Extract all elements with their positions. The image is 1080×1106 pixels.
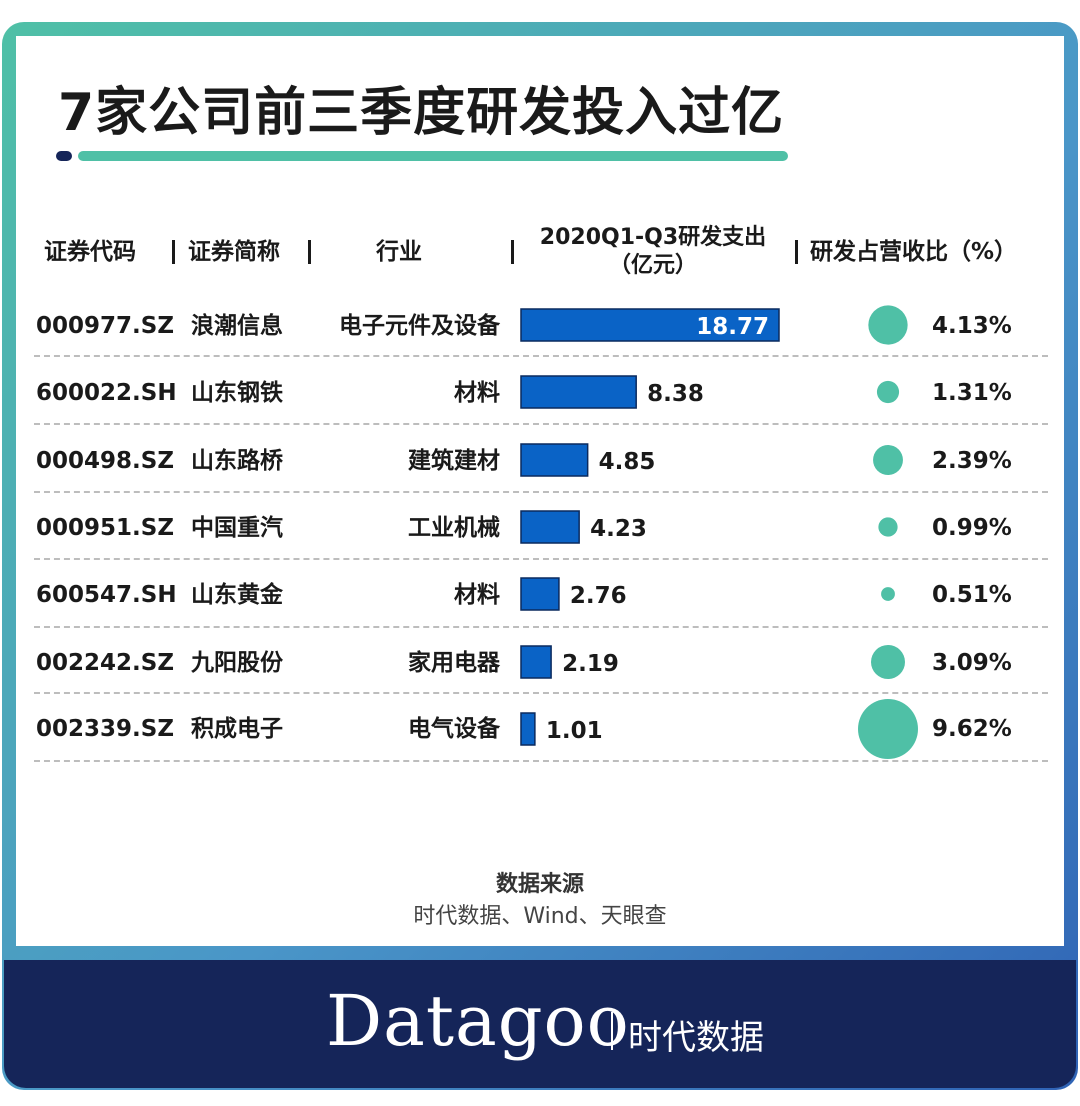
header-separator [511,240,514,264]
row-divider [34,491,1048,493]
cell-code: 600547.SH [36,582,177,608]
spend-bar [520,308,780,342]
cell-ratio: 2.39% [932,448,1012,474]
header-separator [172,240,175,264]
cell-name: 浪潮信息 [191,313,283,339]
cell-industry: 材料 [454,380,500,406]
spend-bar [520,375,637,409]
source-text: 时代数据、Wind、天眼查 [413,904,667,929]
cell-industry: 电气设备 [408,716,500,742]
spend-value-label: 2.76 [570,583,627,609]
cell-code: 000951.SZ [36,515,174,541]
cell-name: 九阳股份 [191,650,283,676]
header-ratio: 研发占营收比（%） [810,239,1018,265]
cell-name: 山东黄金 [191,582,283,608]
title-underline-bar [78,151,788,161]
cell-code: 600022.SH [36,380,177,406]
spend-value-label: 2.19 [562,651,619,677]
brand-cn: 时代数据 [628,1018,764,1058]
ratio-bubble [870,644,906,680]
cell-ratio: 0.51% [932,582,1012,608]
cell-ratio: 1.31% [932,380,1012,406]
cell-ratio: 4.13% [932,313,1012,339]
ratio-bubble [858,699,918,759]
ratio-bubble [876,380,900,404]
ratio-bubble [878,517,898,537]
cell-name: 积成电子 [191,716,283,742]
spend-bar [520,577,560,611]
cell-code: 000977.SZ [36,313,174,339]
spend-bar [520,443,589,477]
ratio-bubble [881,587,895,601]
cell-industry: 电子元件及设备 [339,313,500,339]
header-spend-line2: （亿元） [608,253,697,278]
row-divider [34,626,1048,628]
title-underline-dot [56,151,72,161]
header-separator [795,240,798,264]
row-divider [34,692,1048,694]
cell-code: 002339.SZ [36,716,174,742]
cell-name: 山东钢铁 [191,380,283,406]
cell-code: 000498.SZ [36,448,174,474]
cell-code: 002242.SZ [36,650,174,676]
header-spend: 2020Q1-Q3研发支出 （亿元） [518,224,788,280]
header-industry: 行业 [376,239,422,265]
spend-value-label: 4.23 [590,516,647,542]
spend-value-label: 1.01 [546,718,603,744]
cell-name: 中国重汽 [191,515,283,541]
header-separator [308,240,311,264]
row-divider [34,558,1048,560]
row-divider [34,355,1048,357]
brand-footer [4,960,1076,1088]
cell-industry: 家用电器 [408,650,500,676]
header-name: 证券简称 [188,239,280,265]
row-divider [34,760,1048,762]
cell-ratio: 9.62% [932,716,1012,742]
spend-bar [520,712,536,746]
ratio-bubble [873,445,903,475]
brand-logo: Datagoo [326,980,630,1062]
brand-divider [611,1012,613,1050]
row-divider [34,423,1048,425]
chart-title: 7家公司前三季度研发投入过亿 [58,83,785,143]
spend-bar [520,645,552,679]
cell-name: 山东路桥 [191,448,283,474]
cell-industry: 建筑建材 [408,448,500,474]
spend-bar [520,510,580,544]
cell-ratio: 0.99% [932,515,1012,541]
source-label: 数据来源 [495,872,584,897]
spend-value-label: 8.38 [647,381,704,407]
ratio-bubble [868,305,908,345]
cell-industry: 工业机械 [408,515,500,541]
spend-value-label: 4.85 [599,449,656,475]
header-code: 证券代码 [44,239,136,265]
cell-ratio: 3.09% [932,650,1012,676]
header-spend-line1: 2020Q1-Q3研发支出 [539,225,767,250]
cell-industry: 材料 [454,582,500,608]
spend-value-label: 18.77 [696,314,769,340]
